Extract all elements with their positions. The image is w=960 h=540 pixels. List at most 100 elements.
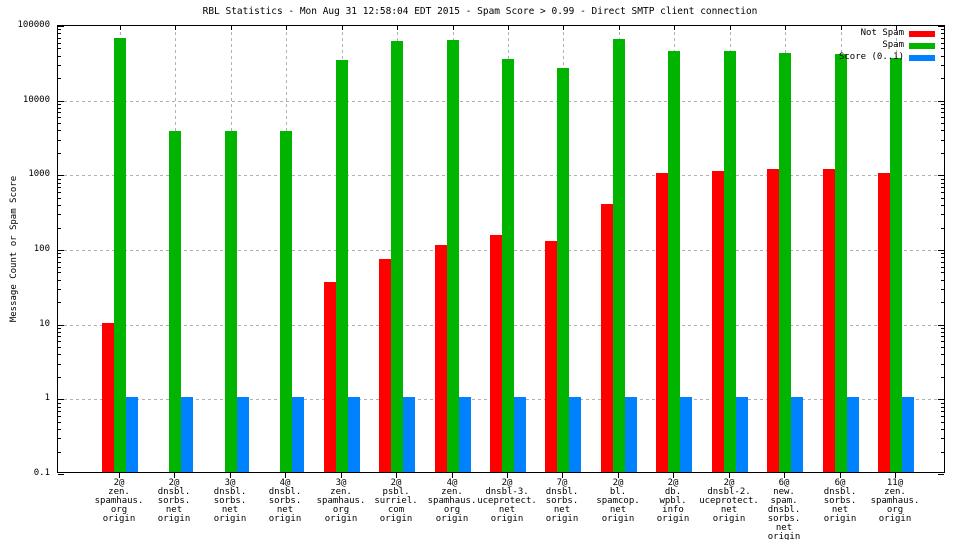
x-category-label-line: new. [773,487,795,497]
bar-not-spam [767,169,779,472]
x-category-label: 6@ new. spam. dnsbl. sorbs. net origin [739,479,829,540]
x-category-label-line: net [609,505,627,515]
bar-score-0-1 [181,397,193,472]
x-category-label: 2@ bl. spamcop. net origin [573,479,663,524]
y-minor-tick [58,332,61,333]
y-minor-tick [58,130,61,131]
y-minor-tick [58,108,61,109]
bar-score-0-1 [680,397,692,472]
x-bottom-tick [895,473,896,478]
x-bottom-tick [341,473,342,478]
bar-not-spam [712,171,724,472]
bar-score-0-1 [625,397,637,472]
x-bottom-tick [285,473,286,478]
bar-not-spam [823,169,835,472]
x-category-label-line: 11@ [886,478,904,488]
x-category-label-line: origin [712,514,746,524]
bar-not-spam [490,235,502,472]
x-category-label-line: sorbs. [213,496,247,506]
y-minor-tick [941,130,944,131]
y-minor-tick [941,153,944,154]
x-category-label-line: sorbs. [823,496,857,506]
x-category-label-line: info [662,505,684,515]
y-minor-tick [58,341,61,342]
y-minor-tick [941,272,944,273]
y-minor-tick [58,377,61,378]
x-category-label-line: 6@ [834,478,846,488]
x-category-label-line: origin [379,514,413,524]
x-top-tick [841,26,842,30]
y-minor-tick [58,272,61,273]
x-top-tick [175,26,176,30]
h-gridline [58,175,944,177]
y-minor-tick [58,416,61,417]
x-bottom-tick [840,473,841,478]
y-minor-tick [58,253,61,254]
x-category-label-line: dnsbl. [157,487,191,497]
y-minor-tick [58,228,61,229]
x-category-label-line: org [886,505,904,515]
x-category-label: 2@ psbl. surriel. com origin [351,479,441,524]
y-tick-label: 0.1 [33,468,50,478]
x-category-label-line: origin [490,514,524,524]
y-minor-tick [941,336,944,337]
x-category-label: 2@ dnsbl-2. uceprotect. net origin [684,479,774,524]
h-gridline [58,100,944,102]
y-minor-tick [58,29,61,30]
x-category-label-line: zen. [884,487,906,497]
x-category-label-line: dnsbl-3. [485,487,529,497]
y-major-tick [58,325,64,326]
x-category-label-line: 2@ [168,478,180,488]
x-top-tick [120,26,121,30]
x-category-label-line: sorbs. [767,514,801,524]
y-minor-tick [941,422,944,423]
bar-score-0-1 [348,397,360,472]
y-minor-tick [941,108,944,109]
legend: Not Spam Spam Score (0..1) [839,29,935,62]
y-minor-tick [58,43,61,44]
y-tick-label: 100000 [17,20,50,30]
y-major-tick [58,175,64,176]
y-minor-tick [941,43,944,44]
y-minor-tick [941,112,944,113]
y-minor-tick [58,429,61,430]
x-category-label-line: origin [102,514,136,524]
y-minor-tick [941,429,944,430]
y-minor-tick [941,253,944,254]
legend-label: Score (0..1) [838,52,904,62]
y-minor-tick [941,78,944,79]
y-minor-tick [58,187,61,188]
x-category-label-line: psbl. [382,487,410,497]
y-minor-tick [58,289,61,290]
x-category-label-line: 2@ [501,478,513,488]
x-category-label-line: uceprotect. [477,496,537,506]
y-minor-tick [58,123,61,124]
bar-spam [336,60,348,472]
x-top-tick [342,26,343,30]
y-minor-tick [58,452,61,453]
x-category-label-line: net [165,505,183,515]
x-category-label-line: org [332,505,350,515]
bar-not-spam [102,323,114,472]
y-minor-tick [941,214,944,215]
x-category-label-line: 2@ [390,478,402,488]
x-category-label-line: sorbs. [157,496,191,506]
y-minor-tick [58,364,61,365]
x-category-label-line: origin [656,514,690,524]
bar-spam [447,40,459,472]
x-category-label: 2@ dnsbl-3. uceprotect. net origin [462,479,552,524]
y-major-tick [938,250,944,251]
y-minor-tick [941,403,944,404]
bar-score-0-1 [292,397,304,472]
y-minor-tick [941,117,944,118]
bar-spam [779,53,791,472]
x-category-label-line: 2@ [667,478,679,488]
y-minor-tick [58,302,61,303]
bar-not-spam [545,241,557,472]
x-category-label-line: zen. [441,487,463,497]
bar-not-spam [601,204,613,472]
y-minor-tick [58,347,61,348]
legend-swatch [909,42,935,49]
y-minor-tick [58,336,61,337]
